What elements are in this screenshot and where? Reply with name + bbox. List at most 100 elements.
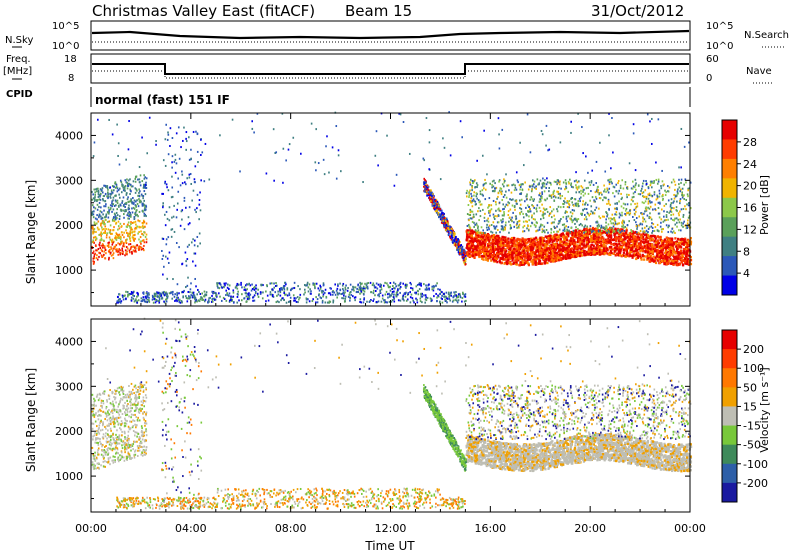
power-echo-cell	[92, 241, 95, 244]
power-echo-cell	[148, 293, 150, 296]
power-echo-cell	[634, 230, 637, 234]
power-echo-cell	[662, 257, 665, 260]
power-echo-cell	[308, 300, 311, 303]
nsky-tick-high: 10^5	[52, 21, 79, 32]
freq-unit-label: [MHz]	[3, 66, 32, 77]
power-echo-cell	[582, 200, 584, 203]
power-echo-cell	[162, 159, 165, 162]
power-echo-cell	[113, 245, 116, 248]
power-echo-cell	[646, 256, 649, 260]
power-echo-cell	[536, 262, 539, 265]
power-echo-cell	[93, 197, 96, 200]
power-echo-cell	[177, 298, 179, 301]
power-echo-cell	[488, 256, 491, 260]
power-echo-cell	[481, 189, 484, 192]
power-echo-cell	[216, 285, 219, 288]
power-echo-cell	[228, 294, 230, 297]
power-echo-cell	[362, 287, 365, 290]
power-echo-cell	[160, 293, 163, 296]
power-echo-cell	[589, 249, 592, 253]
power-echo-cell	[420, 292, 422, 295]
nave-label: Nave	[746, 66, 772, 77]
power-echo-cell	[167, 153, 170, 156]
power-echo-cell	[669, 238, 673, 241]
power-echo-cell	[660, 252, 663, 255]
power-echo-cell	[235, 284, 238, 287]
power-echo-cell	[101, 250, 103, 253]
power-echo-cell	[173, 230, 176, 233]
power-echo-cell	[540, 252, 543, 255]
power-echo-cell	[595, 206, 598, 209]
power-echo-cell	[110, 189, 113, 192]
power-echo-cell	[550, 231, 552, 234]
power-echo-cell	[482, 258, 485, 261]
power-echo-cell	[569, 250, 572, 253]
power-echo-cell	[521, 251, 524, 255]
power-echo-cell	[548, 244, 551, 248]
power-echo-cell	[602, 226, 605, 229]
power-echo-cell	[545, 256, 549, 259]
power-echo-cell	[129, 248, 132, 251]
power-echo-cell	[202, 298, 205, 301]
power-echo-cell	[497, 195, 499, 198]
power-echo-cell	[468, 229, 471, 232]
power-echo-cell	[387, 296, 389, 299]
power-echo-cell	[541, 253, 545, 256]
power-echo-cell	[560, 232, 563, 236]
power-echo-cell	[322, 290, 325, 293]
power-echo-cell	[545, 248, 549, 251]
power-echo-cell	[573, 242, 576, 245]
power-echo-cell	[500, 242, 503, 245]
power-echo-cell	[391, 287, 394, 290]
power-echo-cell	[184, 251, 187, 254]
power-echo-cell	[174, 153, 177, 156]
power-echo-cell	[644, 240, 647, 244]
power-echo-cell	[489, 211, 491, 214]
power-echo-cell	[124, 294, 126, 297]
power-echo-cell	[552, 242, 555, 246]
power-echo-cell	[128, 235, 131, 238]
power-echo-cell	[392, 296, 395, 299]
power-echo-cell	[604, 240, 607, 243]
power-echo-cell	[185, 206, 187, 209]
power-echo-cell	[100, 192, 102, 195]
power-echo-cell	[241, 293, 243, 296]
power-echo-cell	[194, 299, 197, 302]
power-echo-cell	[98, 205, 100, 208]
freq-frame	[90, 53, 691, 84]
power-echo-cell	[649, 205, 652, 208]
power-echo-cell	[531, 198, 534, 201]
power-echo-cell	[253, 288, 256, 291]
power-echo-cell	[630, 254, 633, 258]
power-echo-cell	[145, 301, 148, 304]
power-echo-cell	[140, 200, 142, 203]
power-echo-cell	[140, 226, 142, 229]
power-echo-cell	[345, 284, 347, 287]
power-echo-cell	[469, 248, 472, 251]
power-echo-cell	[492, 199, 495, 202]
power-echo-cell	[506, 252, 510, 256]
power-echo-cell	[126, 192, 128, 195]
power-echo-cell	[658, 255, 661, 258]
power-echo-cell	[543, 185, 546, 188]
power-echo-cell	[99, 195, 101, 198]
power-echo-cell	[618, 242, 621, 246]
power-echo-cell	[188, 176, 191, 179]
power-echo-cell	[316, 298, 319, 301]
power-echo-cell	[121, 200, 124, 203]
power-echo-cell	[342, 291, 345, 294]
power-echo-cell	[138, 178, 141, 181]
power-echo-cell	[127, 232, 130, 235]
power-echo-cell	[169, 292, 172, 295]
power-echo-cell	[104, 225, 107, 228]
power-echo-cell	[580, 242, 583, 245]
power-echo-cell	[209, 296, 212, 299]
power-echo-cell	[496, 255, 499, 259]
power-echo-cell	[539, 262, 543, 265]
power-echo-cell	[663, 204, 666, 207]
power-echo-cell	[295, 297, 297, 300]
power-echo-cell	[674, 255, 677, 259]
power-echo-cell	[510, 239, 513, 242]
power-echo-cell	[189, 296, 191, 299]
power-echo-cell	[553, 259, 556, 262]
